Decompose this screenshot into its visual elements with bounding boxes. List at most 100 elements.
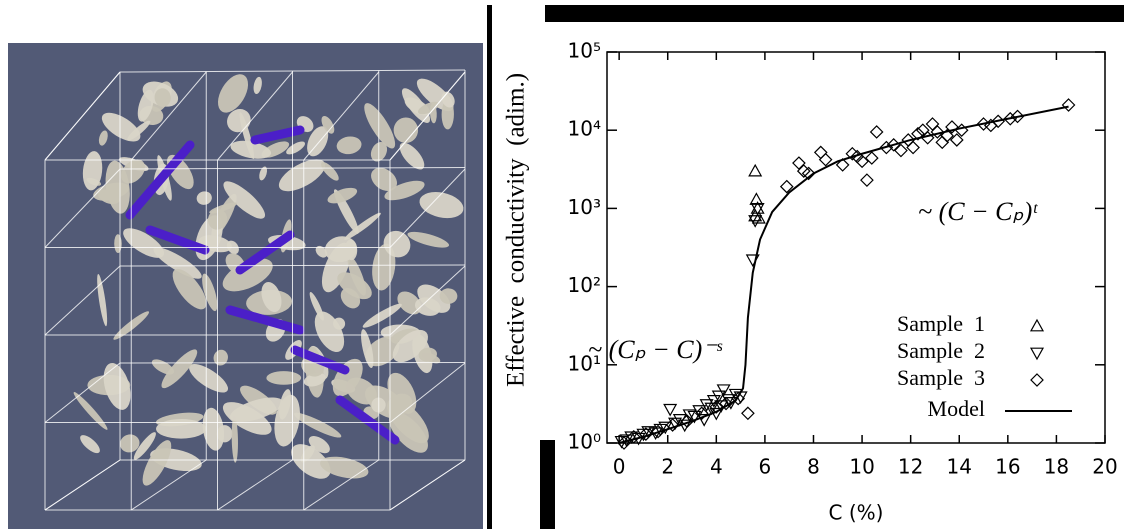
data-point <box>906 140 920 155</box>
fiber-blob <box>154 88 171 108</box>
fiber-blob <box>399 142 425 170</box>
data-point <box>930 125 945 139</box>
render-panel <box>8 43 483 529</box>
fiber-blob <box>324 236 358 263</box>
fiber-blob <box>418 347 437 362</box>
fiber-blob <box>103 363 131 410</box>
data-point <box>651 424 665 439</box>
data-point <box>748 215 763 228</box>
data-point <box>911 126 925 141</box>
fiber-blob <box>133 432 156 460</box>
data-point <box>716 384 731 397</box>
data-point <box>894 143 908 158</box>
wireframe <box>389 265 466 336</box>
fiber-blob <box>274 394 301 447</box>
data-point <box>697 414 712 427</box>
wireframe <box>303 459 380 511</box>
x-tick-label: 8 <box>807 455 820 479</box>
fiber-blob <box>142 440 172 486</box>
data-point <box>719 396 733 411</box>
fiber-blob <box>337 272 372 300</box>
corner-band <box>540 440 555 529</box>
fiber-blob <box>172 268 207 310</box>
data-point <box>721 394 736 407</box>
wireframe <box>389 362 466 423</box>
fiber-blob <box>333 317 346 330</box>
data-point <box>692 405 707 418</box>
fiber-blob <box>196 191 212 205</box>
data-point <box>741 406 755 421</box>
fiber-blob <box>97 273 108 327</box>
y-tick-label: 10¹ <box>568 351 601 375</box>
fiber-blob <box>261 282 282 313</box>
data-point <box>723 397 738 410</box>
data-point <box>680 414 695 429</box>
data-point <box>663 403 678 417</box>
fiber-blob <box>101 112 141 142</box>
data-point <box>711 390 726 404</box>
data-point <box>748 163 763 177</box>
fiber-blob <box>202 407 225 451</box>
data-point <box>869 125 884 139</box>
y-tick-label: 10⁴ <box>568 117 601 141</box>
y-tick-label: 10² <box>568 273 601 297</box>
fiber-blob <box>209 202 237 214</box>
y-tick-label: 10⁵ <box>568 39 601 63</box>
legend-label: Model <box>928 396 985 421</box>
fiber-blob <box>417 101 440 115</box>
fiber-blob <box>278 159 326 192</box>
conductive-path <box>235 230 295 275</box>
conductive-path <box>145 225 210 255</box>
y-axis-label: Effective conductivity (adim.) <box>503 73 530 387</box>
fiber-blob <box>414 297 441 316</box>
wireframe <box>217 71 293 161</box>
x-tick-label: 4 <box>710 455 723 479</box>
data-point <box>687 410 702 424</box>
fiber-blob <box>362 303 402 328</box>
plot-frame <box>606 51 1106 444</box>
fiber-blob <box>384 180 425 201</box>
wireframe <box>44 459 121 511</box>
fiber-blob <box>393 117 419 143</box>
y-tick-label: 10³ <box>568 195 601 219</box>
fiber-blob <box>321 115 335 134</box>
wireframe <box>44 71 121 161</box>
wireframe <box>44 362 121 423</box>
data-point <box>1061 98 1076 112</box>
fiber-blob <box>231 415 238 463</box>
legend-marker <box>1030 373 1044 387</box>
wireframe <box>389 71 466 161</box>
fiber-blob <box>303 372 326 387</box>
data-point <box>949 133 964 147</box>
annotation: ~ (Cₚ − C)⁻ˢ <box>588 335 723 364</box>
fiber-blob <box>123 228 165 258</box>
fiber-blob <box>392 329 428 363</box>
fiber-blob <box>98 189 120 205</box>
fiber-blob <box>361 329 374 368</box>
fiber-blob <box>161 349 198 389</box>
y-tick-label: 10⁰ <box>568 430 601 454</box>
fiber-blob <box>229 397 283 422</box>
fiber-blob <box>266 371 302 385</box>
fiber-blob <box>253 76 262 94</box>
fiber-blob <box>419 191 464 219</box>
wireframe <box>119 264 466 267</box>
data-point <box>818 152 833 167</box>
annotation: ~ (C − Cₚ)ᵗ <box>918 197 1038 226</box>
fiber-blob <box>321 162 339 181</box>
fiber-blob <box>307 126 329 157</box>
fiber-blob <box>397 291 422 315</box>
fiber-blob <box>189 364 229 393</box>
data-point <box>940 128 954 143</box>
wireframe <box>130 459 207 511</box>
x-tick-label: 12 <box>898 455 923 479</box>
data-point <box>694 406 709 421</box>
legend-marker <box>1029 318 1045 332</box>
wireframe <box>389 459 466 511</box>
fiber-blob <box>239 112 255 160</box>
conductive-path <box>125 140 195 220</box>
top-band <box>545 5 1124 22</box>
divider <box>487 5 492 529</box>
data-point <box>860 173 874 187</box>
